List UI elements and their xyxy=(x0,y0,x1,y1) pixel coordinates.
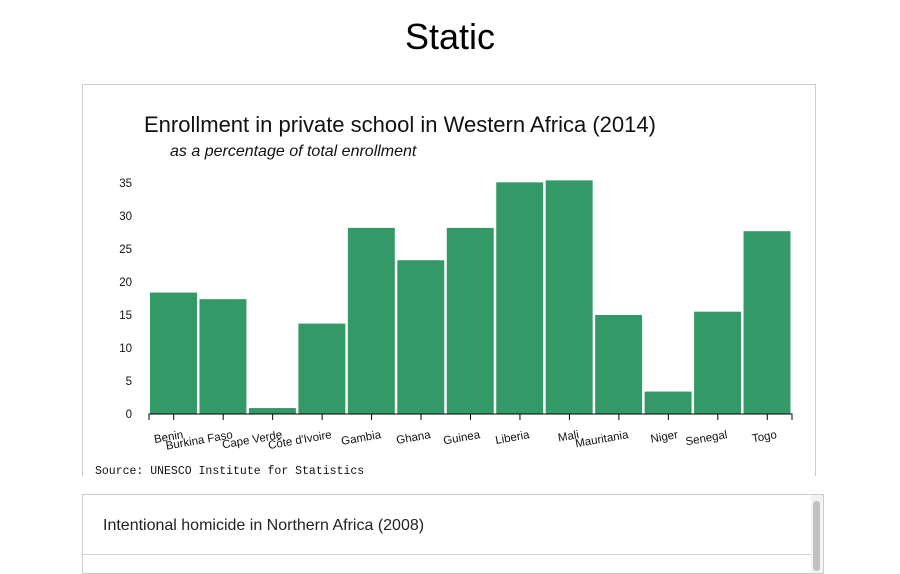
bar xyxy=(397,260,445,414)
x-tick-label: Mali xyxy=(557,429,580,444)
bar xyxy=(446,227,494,414)
bar xyxy=(694,311,742,414)
page-title: Static xyxy=(404,16,496,57)
chart-source: Source: UNESCO Institute for Statistics xyxy=(95,465,364,476)
chart-list-panel: Intentional homicide in Northern Africa … xyxy=(82,494,824,574)
x-tick-label: Liberia xyxy=(494,429,531,447)
y-tick-label: 10 xyxy=(119,343,132,355)
bar xyxy=(545,180,593,414)
x-tick-label: Togo xyxy=(751,429,778,445)
bar xyxy=(496,182,544,414)
bar xyxy=(595,315,643,414)
bar xyxy=(298,323,346,414)
x-tick-label: Senegal xyxy=(685,429,729,448)
y-tick-label: 0 xyxy=(126,409,132,421)
y-tick-label: 35 xyxy=(119,178,132,190)
x-tick-label: Gambia xyxy=(340,429,382,448)
x-tick-label: Mauritania xyxy=(574,429,630,450)
y-tick-label: 20 xyxy=(119,277,132,289)
chart-title: Enrollment in private school in Western … xyxy=(144,112,656,137)
bar xyxy=(743,231,791,414)
bar xyxy=(248,408,296,414)
chart-card: Enrollment in private school in Western … xyxy=(82,84,816,476)
bars xyxy=(150,180,791,414)
scrollbar-thumb[interactable] xyxy=(813,501,820,571)
chart-subtitle: as a percentage of total enrollment xyxy=(170,143,417,160)
list-item-label: Intentional homicide in Northern Africa … xyxy=(103,517,425,534)
y-tick-label: 25 xyxy=(119,244,132,256)
x-tick-label: Benin xyxy=(153,429,184,446)
scrollbar[interactable] xyxy=(811,495,823,573)
x-tick-label: Ghana xyxy=(395,429,432,447)
y-tick-label: 15 xyxy=(119,310,132,322)
bar xyxy=(199,299,247,414)
bar-chart: Enrollment in private school in Western … xyxy=(95,112,793,476)
y-tick-label: 30 xyxy=(119,211,132,223)
bar xyxy=(150,292,197,414)
x-tick-label: Niger xyxy=(650,429,679,446)
list-item[interactable]: Intentional homicide in Northern Africa … xyxy=(83,495,823,555)
y-axis: 0 5 10 15 20 25 30 35 xyxy=(119,178,132,421)
y-tick-label: 5 xyxy=(126,376,132,388)
bar xyxy=(347,227,395,414)
bar xyxy=(644,391,692,414)
x-tick-label: Guinea xyxy=(442,429,481,447)
